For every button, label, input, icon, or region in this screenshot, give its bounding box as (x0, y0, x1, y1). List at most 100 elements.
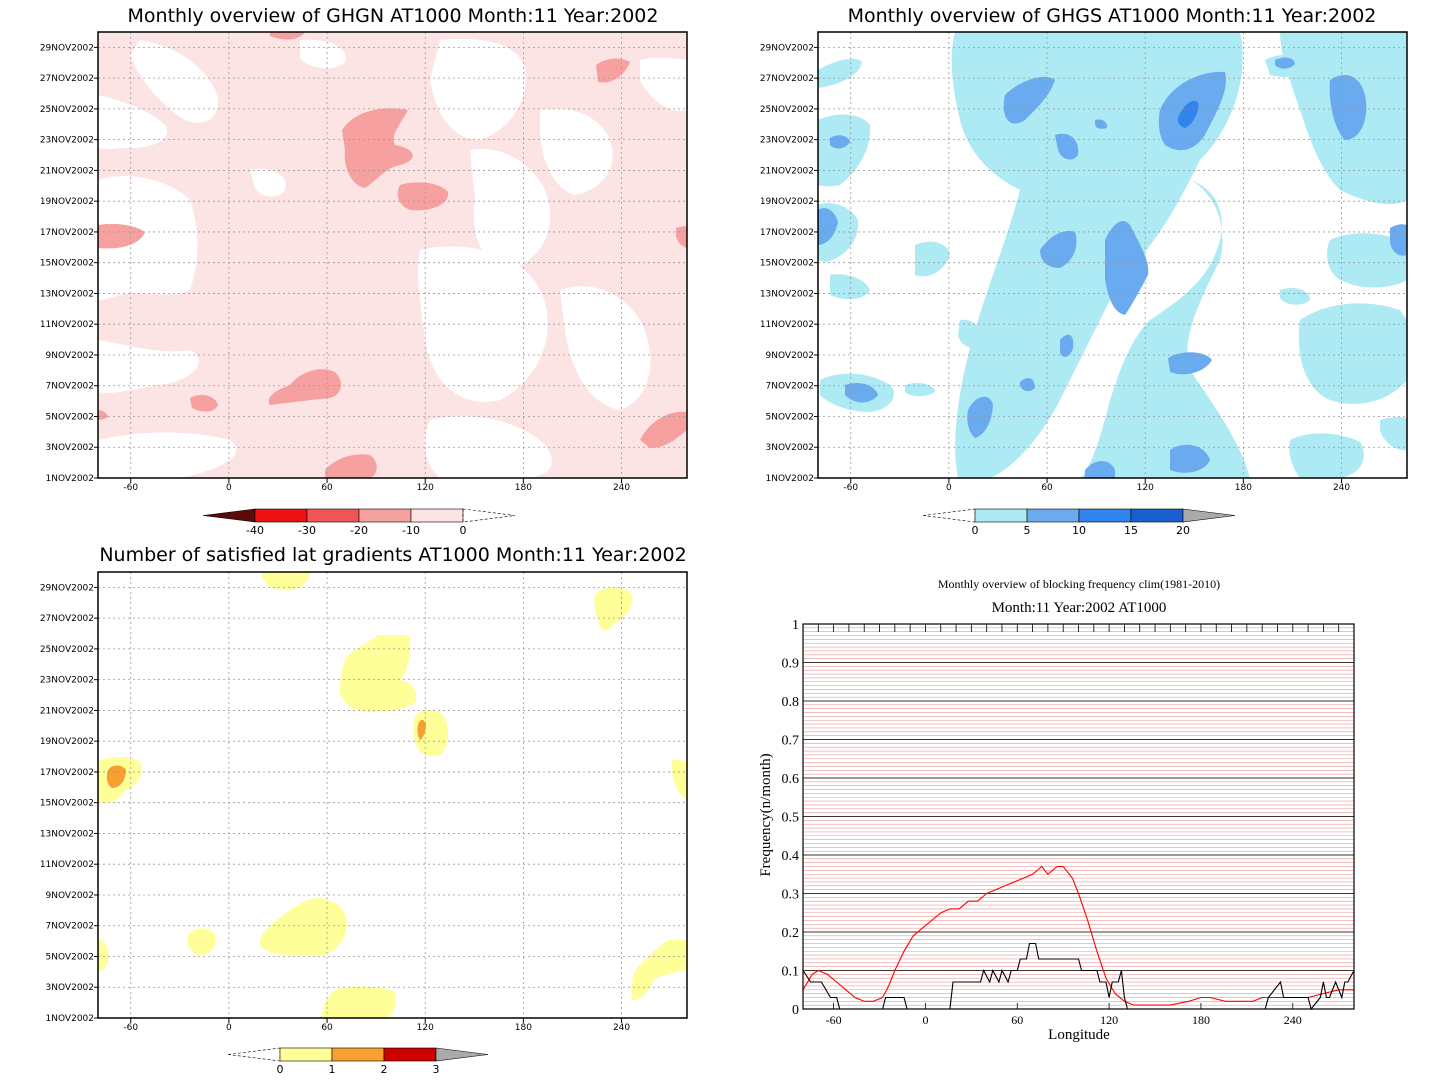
y-tick-label: 5NOV2002 (766, 412, 814, 422)
x-tick-label: 120 (417, 1023, 434, 1033)
y-tick-label: 0.8 (782, 695, 800, 710)
x-tick-label: 120 (1100, 1013, 1118, 1027)
y-tick-label: 11NOV2002 (40, 320, 94, 330)
y-tick-label: 0 (792, 1003, 799, 1018)
line-chart-xlabel: Longitude (1048, 1027, 1110, 1043)
colorbar-segment (331, 1047, 385, 1062)
x-tick-label: 0 (946, 483, 952, 493)
panel-ghgs-colorbar: 0 5 10 15 20 (922, 508, 1236, 537)
colorbar-label: 1 (329, 1063, 336, 1076)
y-tick-label: 3NOV2002 (46, 983, 94, 993)
y-tick-label: 11NOV2002 (760, 320, 814, 330)
y-tick-label: 15NOV2002 (40, 799, 94, 809)
panel-gradients-colorbar: 0 1 2 3 (227, 1047, 489, 1076)
y-tick-label: 21NOV2002 (760, 166, 814, 176)
colorbar-open-end (462, 508, 516, 523)
line-chart-ylabel: Frequency(n/month) (758, 753, 774, 876)
colorbar-segment (202, 508, 256, 523)
y-tick-label: 7NOV2002 (46, 922, 94, 932)
x-tick-label: 60 (321, 1023, 333, 1033)
colorbar-segment (306, 508, 360, 523)
line-chart-frame (802, 623, 1355, 1010)
y-tick-label: 0.4 (782, 849, 800, 864)
line-chart-plot: 0 0.1 0.2 0.3 0.4 0.5 0.6 0.7 0.8 0.9 1 -60 0 60 120 18… (782, 618, 1355, 1027)
colorbar-label: 10 (1072, 524, 1086, 537)
y-tick-label: 13NOV2002 (40, 829, 94, 839)
y-tick-label: 27NOV2002 (760, 74, 814, 84)
colorbar-label: 2 (381, 1063, 388, 1076)
y-tick-label: 9NOV2002 (766, 351, 814, 361)
y-tick-label: 21NOV2002 (40, 166, 94, 176)
colorbar-label: -30 (298, 524, 316, 537)
x-tick-label: 240 (613, 1023, 630, 1033)
y-tick-label: 25NOV2002 (40, 645, 94, 655)
colorbar-open-end (922, 508, 976, 523)
y-tick-label: 19NOV2002 (40, 737, 94, 747)
y-tick-label: 13NOV2002 (760, 289, 814, 299)
y-tick-label: 23NOV2002 (760, 136, 814, 146)
colorbar-label: 0 (277, 1063, 284, 1076)
panel-ghgn-title: Monthly overview of GHGN AT1000 Month:11… (128, 5, 659, 27)
y-tick-label: 19NOV2002 (760, 197, 814, 207)
y-tick-label: 9NOV2002 (46, 891, 94, 901)
panel-ghgn-field: -60 0 60 120 180 240 1NOV2002 3NOV2002 5NOV2002 7… (40, 31, 688, 493)
x-tick-label: 180 (1235, 483, 1252, 493)
colorbar-segment (254, 508, 308, 523)
colorbar-segment (435, 1047, 489, 1062)
y-tick-label: 17NOV2002 (40, 768, 94, 778)
y-tick-label: 5NOV2002 (46, 952, 94, 962)
x-tick-label: 0 (226, 483, 232, 493)
y-tick-label: 17NOV2002 (40, 228, 94, 238)
colorbar-label: -20 (350, 524, 368, 537)
x-tick-label: 0 (922, 1013, 928, 1027)
colorbar-label: -10 (402, 524, 420, 537)
monthly-line (802, 942, 1355, 1011)
colorbar-open-end (227, 1047, 281, 1062)
y-tick-label: 15NOV2002 (760, 259, 814, 269)
y-tick-label: 19NOV2002 (40, 197, 94, 207)
x-tick-label: -60 (826, 1013, 842, 1027)
colorbar-segment (1130, 508, 1184, 523)
line-chart-subtitle: Month:11 Year:2002 AT1000 (992, 600, 1167, 616)
panel-ghgs-frame (817, 31, 1408, 479)
y-tick-label: 0.3 (782, 888, 800, 903)
y-tick-label: 1NOV2002 (46, 474, 94, 484)
colorbar-label: 20 (1176, 524, 1190, 537)
x-tick-label: 180 (1192, 1013, 1210, 1027)
y-tick-label: 1NOV2002 (46, 1014, 94, 1024)
colorbar-segment (410, 508, 464, 523)
x-tick-label: 180 (515, 483, 532, 493)
climatology-line (802, 865, 1354, 1006)
y-tick-label: 27NOV2002 (40, 614, 94, 624)
y-tick-label: 13NOV2002 (40, 289, 94, 299)
y-tick-label: 0.9 (782, 657, 800, 672)
y-tick-label: 5NOV2002 (46, 412, 94, 422)
x-tick-label: -60 (843, 483, 858, 493)
x-tick-label: -60 (123, 483, 138, 493)
colorbar-segment (974, 508, 1028, 523)
colorbar-label: 5 (1024, 524, 1031, 537)
y-tick-label: 3NOV2002 (46, 443, 94, 453)
y-tick-label: 0.2 (782, 926, 800, 941)
y-tick-label: 15NOV2002 (40, 259, 94, 269)
x-tick-label: -60 (123, 1023, 138, 1033)
colorbar-label: 15 (1124, 524, 1138, 537)
panel-ghgs-title: Monthly overview of GHGS AT1000 Month:11… (848, 5, 1377, 27)
y-tick-label: 27NOV2002 (40, 74, 94, 84)
colorbar-segment (1026, 508, 1080, 523)
y-tick-label: 9NOV2002 (46, 351, 94, 361)
x-tick-label: 60 (1011, 1013, 1023, 1027)
colorbar-label: 0 (972, 524, 979, 537)
panel-ghgs-field: -60 0 60 120 180 240 1NOV2002 3NOV2002 5NOV2002 7… (760, 31, 1408, 493)
colorbar-segment (358, 508, 412, 523)
x-tick-label: 60 (1041, 483, 1053, 493)
panel-gradients-frame (97, 571, 688, 1019)
y-tick-label: 17NOV2002 (760, 228, 814, 238)
y-tick-label: 0.5 (782, 811, 800, 826)
y-tick-label: 29NOV2002 (760, 43, 814, 53)
x-tick-label: 240 (1333, 483, 1350, 493)
y-tick-label: 25NOV2002 (760, 105, 814, 115)
x-tick-label: 240 (613, 483, 630, 493)
y-tick-label: 7NOV2002 (766, 382, 814, 392)
